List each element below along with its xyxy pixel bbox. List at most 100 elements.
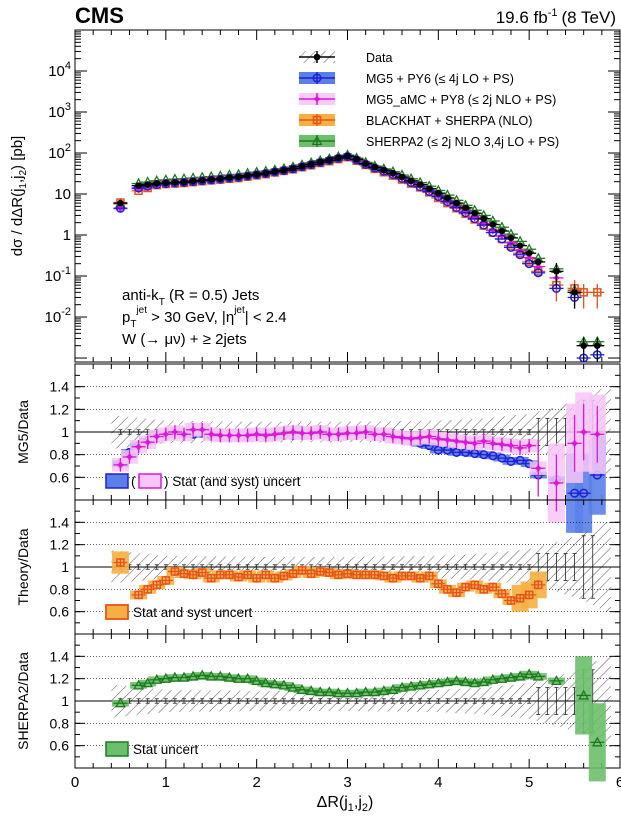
data-point bbox=[478, 676, 490, 687]
data-point bbox=[225, 570, 234, 580]
y-tick-label: 0.6 bbox=[50, 738, 70, 754]
y-tick-label: 1.2 bbox=[50, 401, 70, 417]
data-point bbox=[352, 428, 362, 438]
data-point bbox=[514, 670, 526, 681]
data-point bbox=[532, 670, 544, 681]
y-tick-label: 0.8 bbox=[50, 581, 70, 597]
legend-swatch-sherpa bbox=[105, 741, 129, 757]
lumi-exponent: -1 bbox=[548, 7, 558, 19]
data-point bbox=[316, 567, 325, 576]
ratio-legend: Stat uncert bbox=[105, 741, 199, 757]
data-point bbox=[271, 168, 279, 176]
data-point bbox=[325, 568, 334, 577]
data-point bbox=[161, 429, 171, 439]
data-point bbox=[142, 677, 154, 688]
data-point bbox=[235, 173, 242, 181]
annotation-part: (R = 0.5) Jets bbox=[165, 287, 260, 304]
y-tick-exponent: 4 bbox=[65, 60, 71, 72]
data-point bbox=[305, 685, 317, 696]
legend-text: Stat and syst uncert bbox=[133, 605, 253, 620]
data-point bbox=[153, 180, 161, 187]
data-point bbox=[470, 212, 480, 222]
data-point bbox=[252, 429, 262, 439]
data-point bbox=[380, 166, 388, 174]
data-point bbox=[444, 194, 451, 202]
data-point bbox=[523, 668, 535, 679]
data-point bbox=[135, 182, 142, 189]
data-point bbox=[171, 179, 179, 186]
data-point bbox=[424, 432, 434, 442]
data-point bbox=[371, 163, 379, 171]
data-point bbox=[144, 181, 151, 188]
data-point bbox=[533, 268, 543, 278]
y-tick-label: 0.8 bbox=[50, 715, 70, 731]
data-point bbox=[425, 185, 433, 192]
y-tick-base: 10 bbox=[48, 63, 65, 80]
data-point bbox=[289, 165, 297, 172]
data-point bbox=[442, 435, 452, 445]
data-point bbox=[189, 177, 197, 185]
data-point bbox=[379, 429, 389, 439]
data-point bbox=[398, 173, 406, 181]
data-point bbox=[214, 670, 226, 681]
y-tick-base: 10 bbox=[54, 186, 71, 203]
annotation-part: | < 2.4 bbox=[245, 309, 287, 326]
data-point bbox=[498, 227, 506, 235]
y-tick-label: 1 bbox=[61, 559, 69, 575]
y-tick-base: 10 bbox=[45, 309, 62, 326]
data-point bbox=[434, 579, 443, 588]
data-point bbox=[125, 452, 134, 462]
legend-label: BLACKHAT + SHERPA (NLO) bbox=[366, 114, 532, 128]
data-point bbox=[270, 573, 280, 583]
data-point bbox=[480, 215, 488, 222]
data-point bbox=[198, 177, 206, 184]
theory-ratio-panel: 0.6 0.8 1 1.2 1.4 Theory/Data Stat and syst un… bbox=[15, 499, 621, 635]
y-tick-base: 10 bbox=[48, 104, 65, 121]
data-point bbox=[506, 596, 516, 605]
luminosity-label: 19.6 fb-1 (8 TeV) bbox=[496, 7, 616, 27]
data-point bbox=[579, 427, 589, 437]
data-point bbox=[170, 427, 180, 437]
data-point bbox=[453, 199, 460, 207]
legend-swatch-mg5 bbox=[105, 473, 129, 489]
y-axis-label: MG5/Data bbox=[15, 400, 31, 464]
data-point bbox=[287, 681, 299, 692]
data-point bbox=[592, 429, 602, 439]
data-point bbox=[115, 460, 125, 470]
y-label-part: 1 bbox=[18, 183, 29, 189]
data-point bbox=[379, 571, 389, 581]
ratio-legend: () Stat (and syst) uncert bbox=[105, 473, 301, 489]
annotation-part: jet bbox=[135, 305, 147, 316]
data-point bbox=[470, 580, 479, 590]
data-point bbox=[251, 675, 263, 686]
data-point bbox=[261, 430, 271, 440]
data-point bbox=[506, 238, 516, 248]
y-tick-label: 103 bbox=[48, 101, 71, 121]
data-point bbox=[578, 689, 590, 700]
legend-label: MG5_aMC + PY8 (≤ 2j NLO + PS) bbox=[366, 93, 556, 107]
ratio-legend: Stat and syst uncert bbox=[105, 604, 253, 620]
data-point bbox=[278, 679, 290, 690]
legend: Data MG5 + PY6 (≤ 4j LO + PS) MG5_aMC + PY… bbox=[299, 51, 559, 149]
y-tick-label: 1.4 bbox=[50, 514, 70, 530]
experiment-label: CMS bbox=[75, 3, 124, 28]
data-point bbox=[197, 425, 207, 435]
x-tick-label: 4 bbox=[434, 774, 442, 791]
y-tick-label: 104 bbox=[48, 60, 71, 80]
data-point bbox=[207, 176, 215, 183]
legend-marker bbox=[312, 115, 322, 125]
data-point bbox=[224, 671, 235, 682]
y-tick-label: 102 bbox=[48, 142, 71, 162]
data-point bbox=[524, 441, 534, 451]
data-point bbox=[362, 160, 369, 167]
data-point bbox=[297, 566, 307, 575]
data-point bbox=[243, 570, 252, 580]
data-point bbox=[262, 170, 270, 177]
data-point bbox=[515, 455, 525, 465]
data-point bbox=[297, 428, 307, 438]
data-point bbox=[270, 429, 280, 439]
data-point bbox=[593, 288, 602, 297]
annotation-part: p bbox=[122, 309, 130, 326]
data-point bbox=[479, 585, 488, 594]
data-point bbox=[525, 249, 533, 257]
